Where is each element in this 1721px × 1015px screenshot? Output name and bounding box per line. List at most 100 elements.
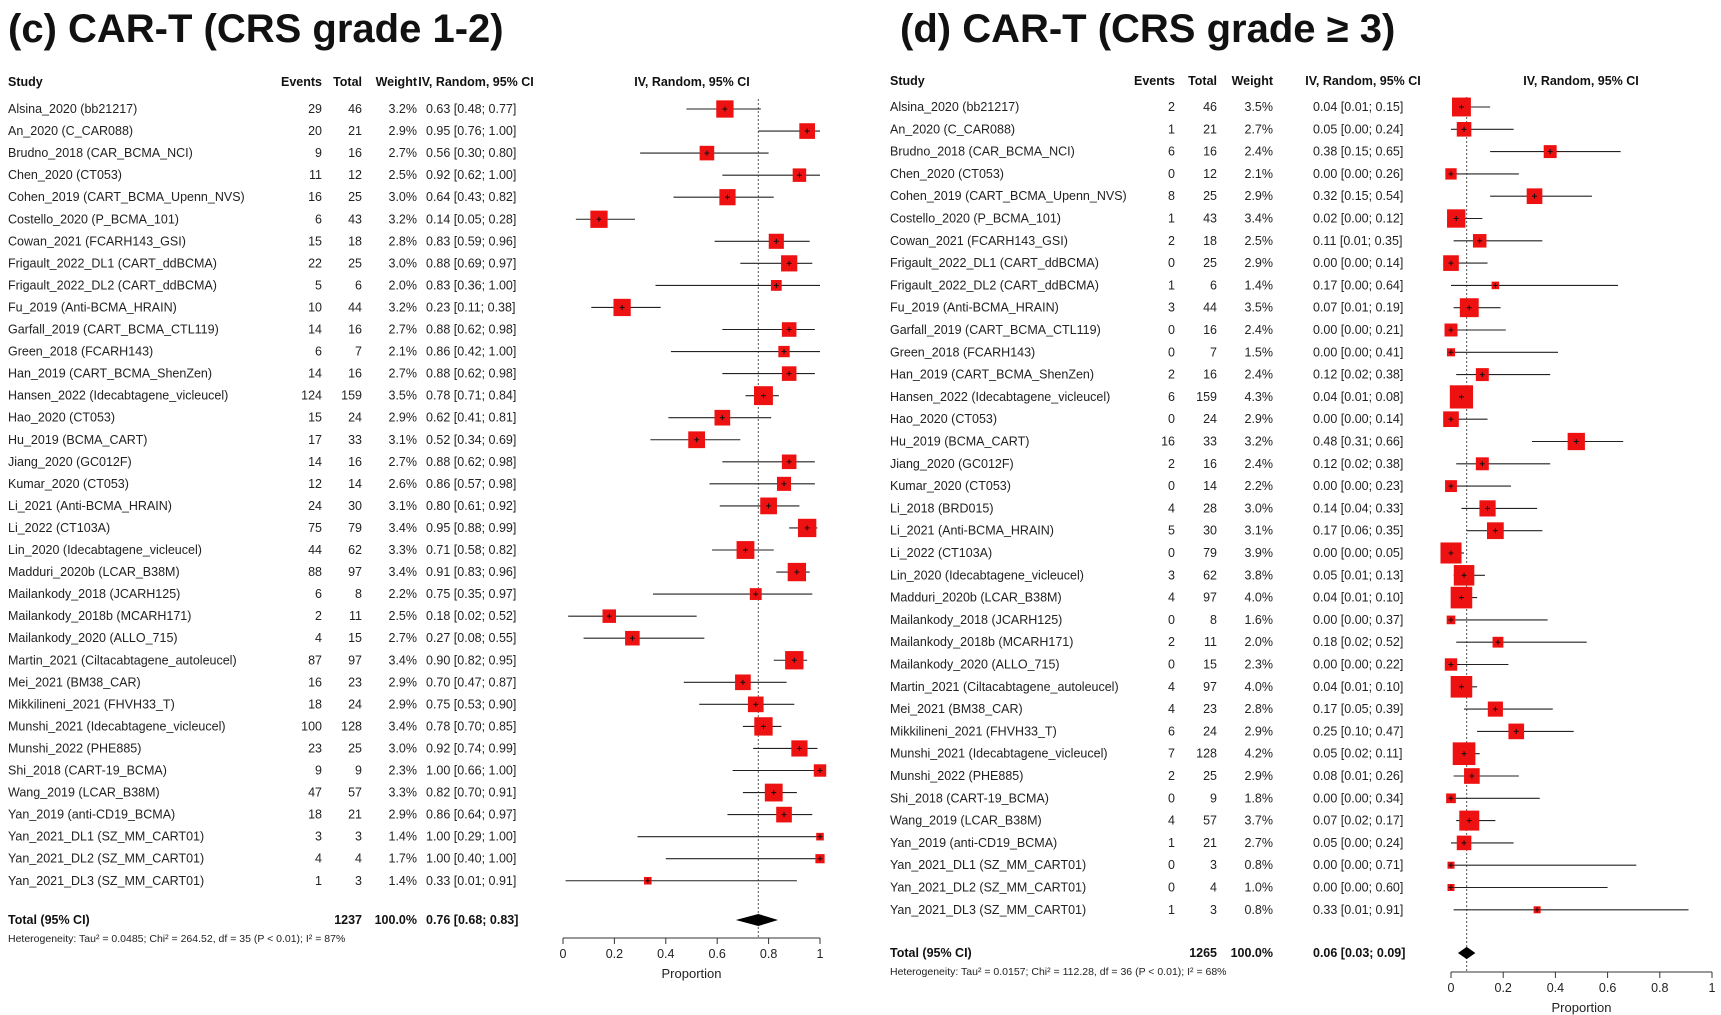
study-weight: 3.8% bbox=[1245, 568, 1274, 582]
study-events: 6 bbox=[315, 345, 322, 359]
study-name: Mikkilineni_2021 (FHVH33_T) bbox=[8, 697, 175, 711]
study-name: Mailankody_2018b (MCARH171) bbox=[890, 635, 1073, 649]
total-ci-text: 0.76 [0.68; 0.83] bbox=[426, 913, 518, 927]
study-row: Li_2022 (CT103A) 0 79 3.9% 0.00 [0.00; 0.05] bbox=[890, 542, 1465, 564]
study-events: 20 bbox=[308, 124, 322, 138]
study-events: 1 bbox=[1168, 903, 1175, 917]
study-total: 16 bbox=[1203, 368, 1217, 382]
study-name: Wang_2019 (LCAR_B38M) bbox=[890, 814, 1042, 828]
study-ci-text: 0.52 [0.34; 0.69] bbox=[426, 433, 516, 447]
study-name: Hu_2019 (BCMA_CART) bbox=[890, 435, 1029, 449]
panel-c-crs-grade-1-2: (c) CAR-T (CRS grade 1-2) Study Events Tota… bbox=[8, 7, 827, 981]
study-events: 0 bbox=[1168, 881, 1175, 895]
study-ci-text: 0.71 [0.58; 0.82] bbox=[426, 543, 516, 557]
study-ci-text: 0.80 [0.61; 0.92] bbox=[426, 499, 516, 513]
study-weight: 1.4% bbox=[389, 830, 418, 844]
study-ci-text: 0.33 [0.01; 0.91] bbox=[1313, 903, 1403, 917]
study-row: Green_2018 (FCARH143) 6 7 2.1% 0.86 [0.42; 1… bbox=[8, 345, 820, 359]
study-ci-text: 0.95 [0.76; 1.00] bbox=[426, 124, 516, 138]
study-ci-text: 0.05 [0.01; 0.13] bbox=[1313, 568, 1403, 582]
study-name: Yan_2019 (anti-CD19_BCMA) bbox=[8, 808, 175, 822]
study-total: 44 bbox=[1203, 301, 1217, 315]
study-events: 0 bbox=[1168, 323, 1175, 337]
total-label: Total (95% CI) bbox=[890, 946, 972, 960]
study-events: 88 bbox=[308, 565, 322, 579]
study-ci-text: 0.00 [0.00; 0.21] bbox=[1313, 323, 1403, 337]
study-row: Yan_2019 (anti-CD19_BCMA) 18 21 2.9% 0.86 [0… bbox=[8, 806, 813, 823]
study-weight: 2.1% bbox=[389, 345, 418, 359]
study-ci-text: 0.78 [0.70; 0.85] bbox=[426, 719, 516, 733]
study-name: Shi_2018 (CART-19_BCMA) bbox=[8, 764, 167, 778]
x-tick-label: 0.2 bbox=[606, 947, 623, 961]
study-total: 9 bbox=[355, 764, 362, 778]
study-total: 6 bbox=[355, 278, 362, 292]
study-total: 28 bbox=[1203, 501, 1217, 515]
study-total: 18 bbox=[348, 234, 362, 248]
study-weight: 2.8% bbox=[1245, 702, 1274, 716]
study-row: Lin_2020 (Idecabtagene_vicleucel) 44 62 3.3… bbox=[8, 541, 774, 559]
study-weight: 3.2% bbox=[389, 212, 418, 226]
study-name: Mailankody_2018b (MCARH171) bbox=[8, 609, 191, 623]
study-row: Yan_2021_DL1 (SZ_MM_CART01) 0 3 0.8% 0.00 [0… bbox=[890, 858, 1637, 872]
study-name: An_2020 (C_CAR088) bbox=[8, 124, 133, 138]
study-name: Mailankody_2018 (JCARH125) bbox=[890, 613, 1062, 627]
study-weight: 2.4% bbox=[1245, 323, 1274, 337]
study-row: Yan_2021_DL3 (SZ_MM_CART01) 1 3 1.4% 0.33 [0… bbox=[8, 874, 797, 888]
study-events: 4 bbox=[1168, 501, 1175, 515]
study-total: 11 bbox=[349, 609, 362, 623]
study-ci-text: 0.33 [0.01; 0.91] bbox=[426, 874, 516, 888]
study-ci-text: 0.08 [0.01; 0.26] bbox=[1313, 769, 1403, 783]
pooled-diamond bbox=[1457, 946, 1476, 960]
study-row: Garfall_2019 (CART_BCMA_CTL119) 0 16 2.4% 0.… bbox=[890, 323, 1506, 337]
study-row: Madduri_2020b (LCAR_B38M) 88 97 3.4% 0.91 [0… bbox=[8, 562, 810, 582]
study-total: 11 bbox=[1204, 635, 1217, 649]
study-row: Costello_2020 (P_BCMA_101) 1 43 3.4% 0.02 [0… bbox=[890, 209, 1483, 228]
study-total: 16 bbox=[1203, 323, 1217, 337]
study-name: Mei_2021 (BM38_CAR) bbox=[8, 675, 141, 689]
study-name: Mailankody_2018 (JCARH125) bbox=[8, 587, 180, 601]
study-total: 16 bbox=[1203, 145, 1217, 159]
study-ci-text: 0.00 [0.00; 0.23] bbox=[1313, 479, 1403, 493]
study-events: 0 bbox=[1168, 167, 1175, 181]
study-weight: 3.1% bbox=[1245, 524, 1274, 538]
study-ci-text: 0.14 [0.05; 0.28] bbox=[426, 212, 516, 226]
study-events: 47 bbox=[308, 786, 322, 800]
study-row: Chen_2020 (CT053) 11 12 2.5% 0.92 [0.62; 1.0… bbox=[8, 168, 820, 182]
study-total: 16 bbox=[348, 146, 362, 160]
study-total: 24 bbox=[1203, 724, 1217, 738]
study-events: 2 bbox=[1168, 635, 1175, 649]
study-total: 43 bbox=[1203, 212, 1217, 226]
study-events: 8 bbox=[1168, 189, 1175, 203]
study-ci-text: 0.83 [0.59; 0.96] bbox=[426, 234, 516, 248]
header-total: Total bbox=[333, 75, 362, 89]
study-weight: 2.9% bbox=[1245, 724, 1274, 738]
study-row: Munshi_2022 (PHE885) 23 25 3.0% 0.92 [0.74; … bbox=[8, 740, 818, 757]
x-tick-label: 0 bbox=[560, 947, 567, 961]
study-ci-text: 0.86 [0.64; 0.97] bbox=[426, 808, 516, 822]
study-events: 0 bbox=[1168, 412, 1175, 426]
study-name: Hao_2020 (CT053) bbox=[8, 411, 115, 425]
study-weight: 3.0% bbox=[389, 256, 418, 270]
study-total: 21 bbox=[348, 124, 362, 138]
study-name: Yan_2021_DL2 (SZ_MM_CART01) bbox=[890, 881, 1086, 895]
study-ci-text: 0.07 [0.01; 0.19] bbox=[1313, 301, 1403, 315]
study-total: 14 bbox=[348, 477, 362, 491]
study-ci-text: 0.92 [0.62; 1.00] bbox=[426, 168, 516, 182]
study-weight: 2.6% bbox=[389, 477, 418, 491]
study-ci-text: 0.00 [0.00; 0.71] bbox=[1313, 858, 1403, 872]
study-row: Alsina_2020 (bb21217) 2 46 3.5% 0.04 [0.01; … bbox=[890, 97, 1491, 117]
x-tick-label: 1 bbox=[1709, 981, 1716, 995]
study-ci-text: 0.00 [0.00; 0.26] bbox=[1313, 167, 1403, 181]
study-ci-text: 0.12 [0.02; 0.38] bbox=[1313, 457, 1403, 471]
study-events: 23 bbox=[308, 741, 322, 755]
study-weight: 2.7% bbox=[389, 367, 418, 381]
study-events: 3 bbox=[1168, 301, 1175, 315]
study-row: Frigault_2022_DL2 (CART_ddBCMA) 5 6 2.0% 0.8… bbox=[8, 278, 820, 292]
x-tick-label: 0 bbox=[1448, 981, 1455, 995]
x-tick-label: 0.2 bbox=[1495, 981, 1512, 995]
study-events: 1 bbox=[1168, 278, 1175, 292]
x-tick-label: 1 bbox=[817, 947, 824, 961]
study-events: 17 bbox=[308, 433, 322, 447]
heterogeneity-text: Heterogeneity: Tau² = 0.0485; Chi² = 264… bbox=[8, 933, 345, 945]
study-total: 62 bbox=[348, 543, 362, 557]
